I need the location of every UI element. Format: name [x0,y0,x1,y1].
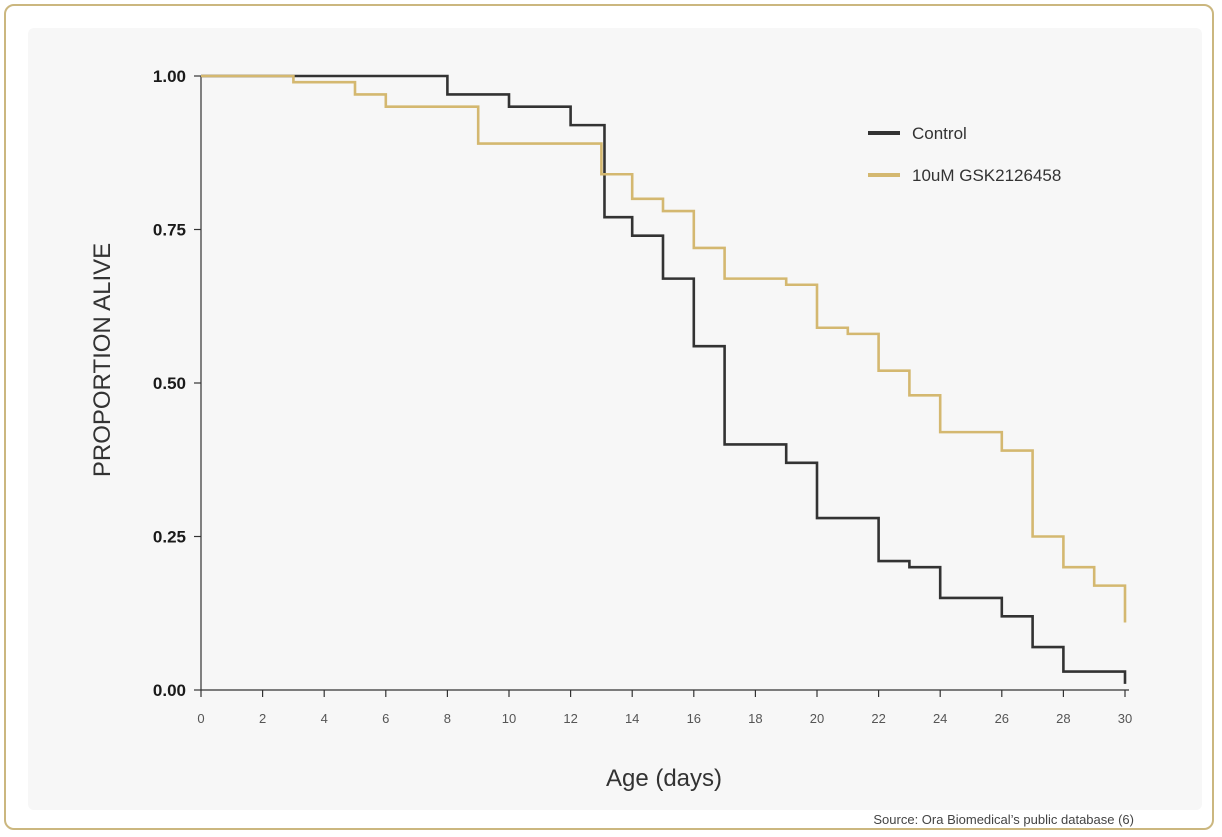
legend: Control 10uM GSK2126458 [868,124,1061,185]
y-tick-label: 0.50 [153,374,186,393]
y-tick-labels: 0.00 0.25 0.50 0.75 1.00 [153,67,186,700]
x-tick-label: 8 [444,711,451,726]
x-tick-label: 14 [625,711,639,726]
x-tick-label: 16 [687,711,701,726]
x-tick-label: 18 [748,711,762,726]
x-tick-label: 10 [502,711,516,726]
axes [194,75,1129,697]
x-tick-label: 22 [871,711,885,726]
y-tick-label: 1.00 [153,67,186,86]
source-note: Source: Ora Biomedical’s public database… [873,812,1134,827]
x-tick-label: 4 [321,711,328,726]
x-axis-title: Age (days) [606,765,722,792]
y-tick-label: 0.00 [153,681,186,700]
x-tick-label: 30 [1118,711,1132,726]
series-line-treatment [201,74,1127,623]
legend-label: Control [912,124,967,143]
y-tick-label: 0.25 [153,528,186,547]
x-tick-label: 28 [1056,711,1070,726]
series-line-control [201,74,1127,684]
y-axis-title: PROPORTION ALIVE [89,243,116,477]
x-tick-label: 24 [933,711,947,726]
chart-frame [4,4,1214,830]
y-tick-label: 0.75 [153,221,186,240]
x-tick-label: 0 [197,711,204,726]
chart-panel [28,28,1202,810]
x-tick-label: 12 [563,711,577,726]
x-tick-label: 6 [382,711,389,726]
series-lines [201,74,1127,684]
x-tick-label: 2 [259,711,266,726]
x-tick-labels: 0 2 4 6 8 10 12 14 16 18 20 22 24 26 28 30 [197,711,1132,726]
legend-label: 10uM GSK2126458 [912,166,1061,185]
x-tick-label: 26 [995,711,1009,726]
x-tick-label: 20 [810,711,824,726]
